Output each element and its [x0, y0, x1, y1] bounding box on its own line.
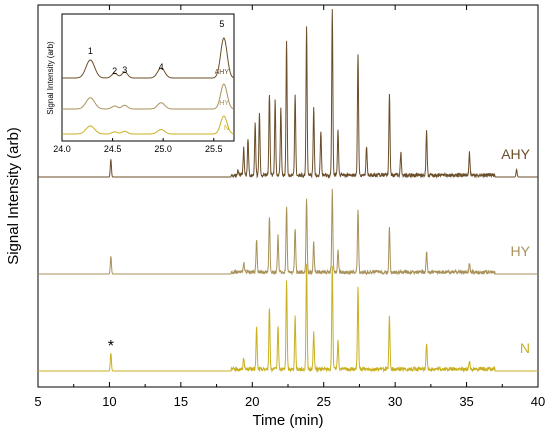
series-label-ahy: AHY	[501, 146, 530, 162]
x-tick-label: 30	[388, 394, 402, 409]
inset-series-line-hy	[62, 83, 235, 110]
x-tick-label: 20	[245, 394, 259, 409]
x-tick-label: 10	[102, 394, 116, 409]
inset-traces	[62, 37, 235, 135]
series-line-ahy	[38, 9, 538, 179]
x-tick-label: 15	[174, 394, 188, 409]
y-axis-label: Signal Intensity (arb)	[5, 127, 22, 265]
annotation-star: *	[108, 338, 114, 355]
inset-x-tick-label: 25.5	[205, 144, 223, 154]
inset-peak-labels: 12 3 45	[88, 19, 225, 76]
inset-series-line-n	[62, 115, 235, 135]
x-axis-label: Time (min)	[252, 412, 323, 429]
inset-x-ticks: 24.0 24.5 25.0 25.5	[53, 138, 223, 154]
x-tick-label: 25	[316, 394, 330, 409]
x-tick-label: 40	[531, 394, 545, 409]
inset-peak-label-4: 4	[159, 62, 164, 72]
inset-x-tick-label: 25.0	[154, 144, 172, 154]
series-labels: AHY HY N	[501, 146, 530, 356]
inset-x-tick-label: 24.5	[104, 144, 122, 154]
series-label-hy: HY	[511, 243, 531, 259]
x-tick-label: 5	[34, 394, 41, 409]
series-line-hy	[38, 188, 538, 276]
inset-series-line-ahy	[62, 37, 235, 79]
x-axis-ticks: 5 10 15 20 25 30 35 40	[34, 5, 545, 409]
series-label-n: N	[520, 340, 530, 356]
x-tick-label: 35	[459, 394, 473, 409]
inset-y-axis-label: Signal Intensity (arb)	[46, 41, 55, 115]
inset-peak-label-2: 2	[112, 66, 117, 76]
inset-peak-label-5: 5	[219, 19, 224, 29]
series-line-n	[38, 263, 538, 373]
inset-peak-label-1: 1	[88, 46, 93, 56]
inset-peak-label-3: 3	[122, 65, 127, 75]
traces	[38, 9, 538, 373]
inset-series-label-ahy: AHY	[215, 69, 230, 76]
inset-series-label-hy: HY	[219, 100, 229, 107]
inset-x-tick-label: 24.0	[53, 144, 71, 154]
inset-series-label-n: N	[224, 125, 229, 132]
inset-series-labels: AHY HY N	[215, 69, 230, 132]
